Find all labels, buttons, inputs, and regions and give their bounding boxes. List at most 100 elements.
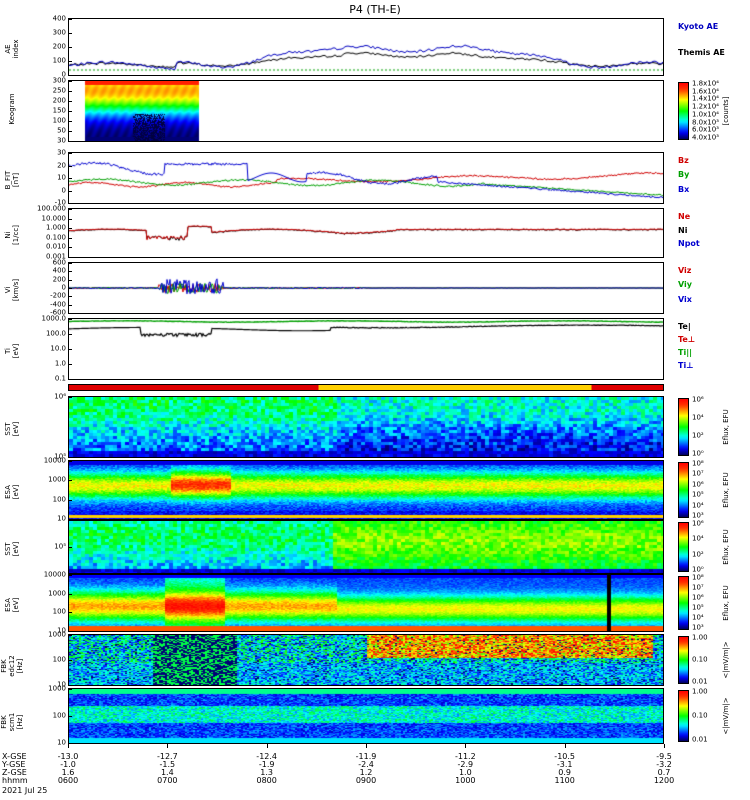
panel-fbk-scm1	[68, 688, 664, 744]
axis-value: 1000	[455, 776, 476, 785]
legend-by: By	[678, 170, 690, 180]
yticks-velocity: 600 400 200 0 -200 -400 -600	[4, 259, 66, 317]
panel-b-field	[68, 152, 664, 204]
legend-te: Te⊥	[678, 335, 696, 345]
ytick-label: 10	[57, 514, 66, 523]
ytick-label: 10	[57, 173, 66, 182]
colorbar-tick: 0.10	[692, 711, 708, 720]
ytick-label: 1.000	[45, 223, 66, 232]
ytick-label: 0	[61, 186, 66, 194]
colorbar-label: <|mV/m|>	[722, 697, 730, 735]
colorbar-tick: 10²	[692, 550, 704, 559]
panel-sst-ion-spectrogram	[68, 396, 664, 458]
ytick-label: 10⁵	[54, 542, 66, 551]
axis-value: 1.0	[458, 768, 472, 777]
legend-ne: Ne	[678, 212, 691, 221]
colorbar-tick: 1.2x10⁴	[692, 102, 719, 111]
colorbar-tick: 10⁶	[692, 395, 704, 404]
ytick-label: 10⁶	[54, 392, 66, 401]
axis-row-label-y-gse: Y-GSE	[2, 760, 26, 769]
legend-vix: Vix	[678, 294, 692, 304]
ytick-label: 1000	[48, 630, 66, 639]
ytick-label: 0	[61, 283, 66, 292]
ytick-label: 10	[57, 680, 66, 689]
panel-temperature	[68, 318, 664, 380]
colorbar-tick: 1.6x10⁴	[692, 87, 719, 96]
panel-fbk-edc12	[68, 634, 664, 686]
axis-value: -3.1	[556, 760, 573, 769]
axis-value: 1100	[554, 776, 575, 785]
ytick-label: 1.0	[54, 359, 66, 368]
axis-value: 1200	[653, 776, 675, 785]
ytick-label: 250	[52, 86, 66, 95]
panel-ae-index	[68, 18, 664, 76]
axis-value: 0700	[157, 776, 178, 785]
ytick-label: 20	[57, 161, 66, 169]
colorbar-label: [counts]	[722, 96, 730, 126]
colorbar-tick: 10⁶	[692, 480, 704, 489]
legend-kyotoae: Kyoto AE	[678, 22, 719, 31]
page-title: P4 (TH-E)	[349, 3, 401, 16]
ytick-label: 10⁵	[54, 452, 66, 461]
ytick-label: 10.000	[41, 214, 67, 223]
ytick-label: 30	[57, 136, 66, 145]
panel-keogram	[68, 80, 664, 142]
colorbar-tick: 10⁴	[692, 413, 704, 422]
plot-canvas-esa-ion-spectrogram	[69, 461, 663, 519]
colorbar-tick: 10⁶	[692, 593, 704, 602]
yticks-fbk-scm1: 1000 100 10	[4, 685, 66, 746]
colorbar-tick: 10⁴	[692, 501, 704, 510]
ytick-label: 100	[52, 116, 66, 125]
panel-esa-ion-spectrogram	[68, 460, 664, 520]
ytick-label: 30	[57, 148, 66, 157]
ytick-label: 100	[52, 711, 66, 720]
colorbar-tick: 10³	[692, 623, 704, 632]
ytick-label: 100	[52, 655, 66, 664]
plot-canvas-temperature	[69, 319, 663, 379]
ytick-label: 100.0	[45, 329, 66, 338]
ytick-label: 10000	[43, 570, 66, 579]
ytick-label: 1000	[48, 589, 66, 598]
colorbar-tick: 10⁸	[692, 459, 704, 468]
colorbar-tick: 10³	[692, 511, 704, 520]
legend-viy: Viy	[678, 280, 693, 290]
panel-sst-electron-spectrogram	[68, 520, 664, 574]
legend-ni: Ni	[678, 225, 688, 235]
colorbar-tick: 1.4x10⁴	[692, 94, 719, 103]
colorbar-tick: 0.10	[692, 655, 708, 664]
ytick-label: -10	[54, 198, 66, 207]
axis-value: -1.5	[159, 760, 176, 769]
colorbar-sst-ion-spectrogram	[678, 398, 689, 456]
colorbar-tick: 0.01	[692, 735, 708, 744]
axis-value: -12.4	[256, 752, 278, 761]
colorbar-keogram	[678, 82, 689, 140]
plot-canvas-b-field	[69, 153, 663, 203]
colorbar-tick: 1.00	[692, 687, 708, 696]
colorbar-tick: 0.01	[692, 677, 708, 686]
colorbar-tick: 1.8x10⁴	[692, 79, 719, 88]
ytick-label: 0.001	[45, 252, 66, 261]
ytick-label: 0.010	[45, 242, 66, 251]
yticks-temperature: 1000.0 100.0 10.0 1.0 0.1	[4, 315, 67, 383]
colorbar-tick: 10⁰	[692, 449, 704, 458]
colorbar-tick: 10⁷	[692, 583, 704, 592]
axis-row-label-hhmm: hhmm	[2, 776, 28, 785]
axis-value: -2.4	[358, 760, 374, 769]
yticks-fbk-edc12: 1000 100 10	[4, 630, 66, 689]
axis-value: -11.9	[355, 752, 377, 761]
plot-canvas-fbk-scm1	[69, 689, 663, 743]
yticks-density: 100.000 10.000 1.000 0.100 0.010 0.001	[4, 205, 67, 261]
ytick-label: 100	[52, 607, 66, 616]
axis-value: 0900	[355, 776, 377, 785]
ytick-label: 150	[52, 106, 66, 115]
axis-value: 0.7	[657, 768, 671, 777]
ytick-label: 300	[52, 76, 66, 85]
colorbar-esa-electron-spectrogram	[678, 576, 689, 630]
legend-ti: Ti⊥	[678, 361, 694, 371]
ytick-label: 0.1	[54, 374, 66, 383]
ytick-label: 400	[52, 14, 66, 23]
ytick-label: -600	[50, 308, 66, 317]
colorbar-tick: 4.0x10³	[692, 133, 719, 142]
colorbar-tick: 10⁴	[692, 534, 704, 543]
colorbar-tick: 10⁷	[692, 469, 704, 478]
